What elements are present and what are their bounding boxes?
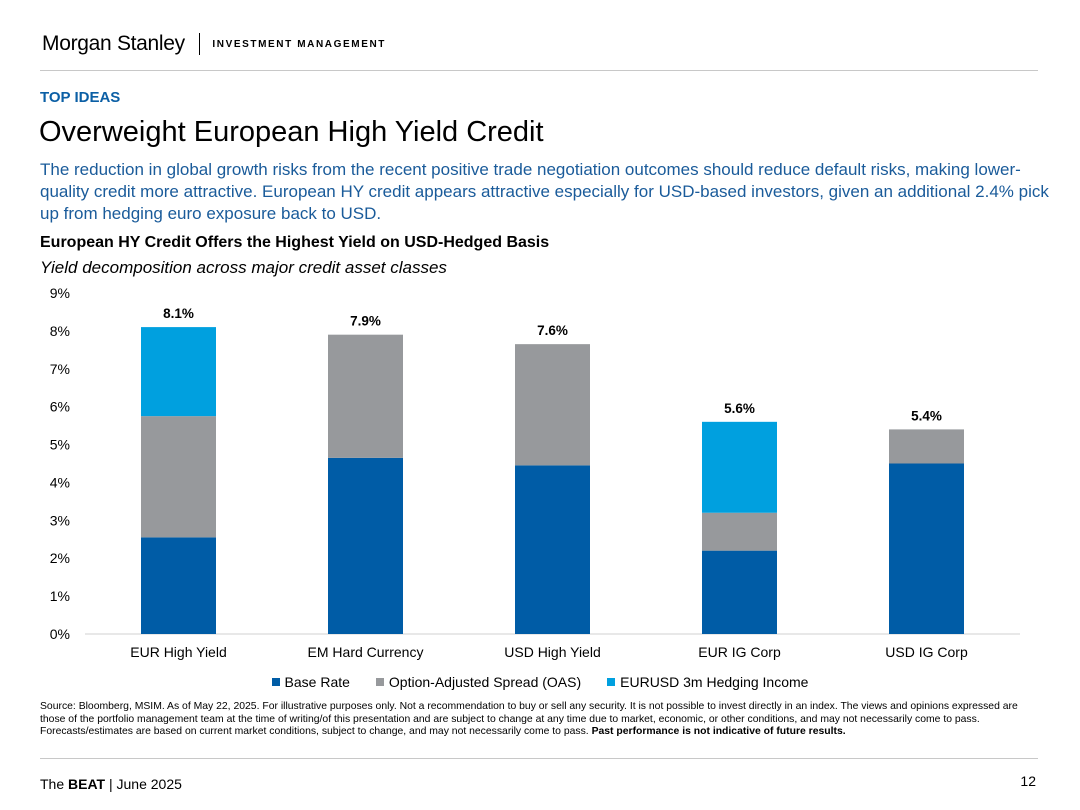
bar-segment — [889, 429, 964, 464]
x-category-label: USD High Yield — [504, 644, 601, 660]
x-category-label: EUR High Yield — [130, 644, 227, 660]
brand-division: INVESTMENT MANAGEMENT — [212, 38, 386, 50]
brand-header: Morgan Stanley INVESTMENT MANAGEMENT — [42, 32, 386, 56]
y-tick-label: 9% — [50, 285, 70, 301]
source-disclaimer: Past performance is not indicative of fu… — [591, 726, 846, 737]
legend-item: EURUSD 3m Hedging Income — [607, 674, 808, 690]
legend-item: Option-Adjusted Spread (OAS) — [375, 674, 582, 690]
legend-label: Base Rate — [284, 674, 350, 690]
bar-segment — [889, 463, 964, 634]
y-tick-label: 0% — [50, 626, 70, 642]
chart-subtitle: Yield decomposition across major credit … — [40, 258, 447, 277]
legend-label: Option-Adjusted Spread (OAS) — [388, 674, 582, 690]
legend-swatch — [607, 678, 616, 686]
y-tick-label: 6% — [50, 399, 70, 415]
y-tick-label: 5% — [50, 437, 70, 453]
bar-segment — [515, 344, 590, 466]
legend-label: EURUSD 3m Hedging Income — [620, 674, 809, 690]
y-tick-label: 2% — [50, 550, 70, 566]
y-tick-label: 4% — [50, 474, 70, 490]
footer-label: The BEAT | June 2025 — [40, 776, 182, 792]
footer-prefix: The — [40, 776, 69, 792]
y-tick-label: 7% — [50, 361, 70, 377]
stacked-bar-chart: 0% 1% 2% 3% 4% 5% 6% 7% 8% 9% 8.1% EUR High Yield 7.… — [50, 285, 1020, 660]
legend-swatch — [271, 678, 280, 686]
y-tick-label: 3% — [50, 512, 70, 528]
legend-item: Base Rate — [271, 674, 350, 690]
source-text: Source: Bloomberg, MSIM. As of May 22, 2… — [40, 701, 1018, 737]
bar-segment — [515, 465, 590, 634]
footer-brand: BEAT — [68, 776, 106, 792]
page-title: Overweight European High Yield Credit — [39, 116, 544, 148]
bar-total-label: 7.9% — [350, 314, 381, 329]
brand-logo: Morgan Stanley — [42, 32, 185, 55]
x-category-label: EUR IG Corp — [698, 644, 781, 660]
bar-segment — [702, 512, 777, 551]
bar-segment — [141, 416, 216, 538]
bar-segment — [702, 550, 777, 634]
bar-segment — [328, 457, 403, 634]
y-tick-label: 8% — [50, 323, 70, 339]
source-note: Source: Bloomberg, MSIM. As of May 22, 2… — [40, 701, 1044, 739]
page-number: 12 — [1020, 773, 1036, 789]
chart-legend: Base Rate Option-Adjusted Spread (OAS) EUR… — [0, 674, 1080, 690]
lede-paragraph: The reduction in global growth risks fro… — [40, 160, 1049, 223]
bar-total-label: 7.6% — [537, 323, 568, 338]
chart-title: European HY Credit Offers the Highest Yi… — [40, 234, 550, 251]
brand-divider — [198, 33, 201, 55]
header-rule — [40, 70, 1038, 71]
bar-segment — [702, 421, 777, 513]
bar-total-label: 8.1% — [163, 306, 194, 321]
bar-total-label: 5.6% — [724, 401, 755, 416]
x-category-label: EM Hard Currency — [308, 644, 424, 660]
bar-segment — [141, 537, 216, 634]
x-category-label: USD IG Corp — [885, 644, 968, 660]
footer-rule — [40, 758, 1038, 759]
bar-segment — [328, 334, 403, 458]
section-eyebrow: TOP IDEAS — [40, 89, 121, 106]
bar-total-label: 5.4% — [911, 408, 942, 423]
legend-swatch — [375, 678, 384, 686]
bar-segment — [141, 327, 216, 417]
footer-suffix: | June 2025 — [105, 776, 182, 792]
y-tick-label: 1% — [50, 588, 70, 604]
